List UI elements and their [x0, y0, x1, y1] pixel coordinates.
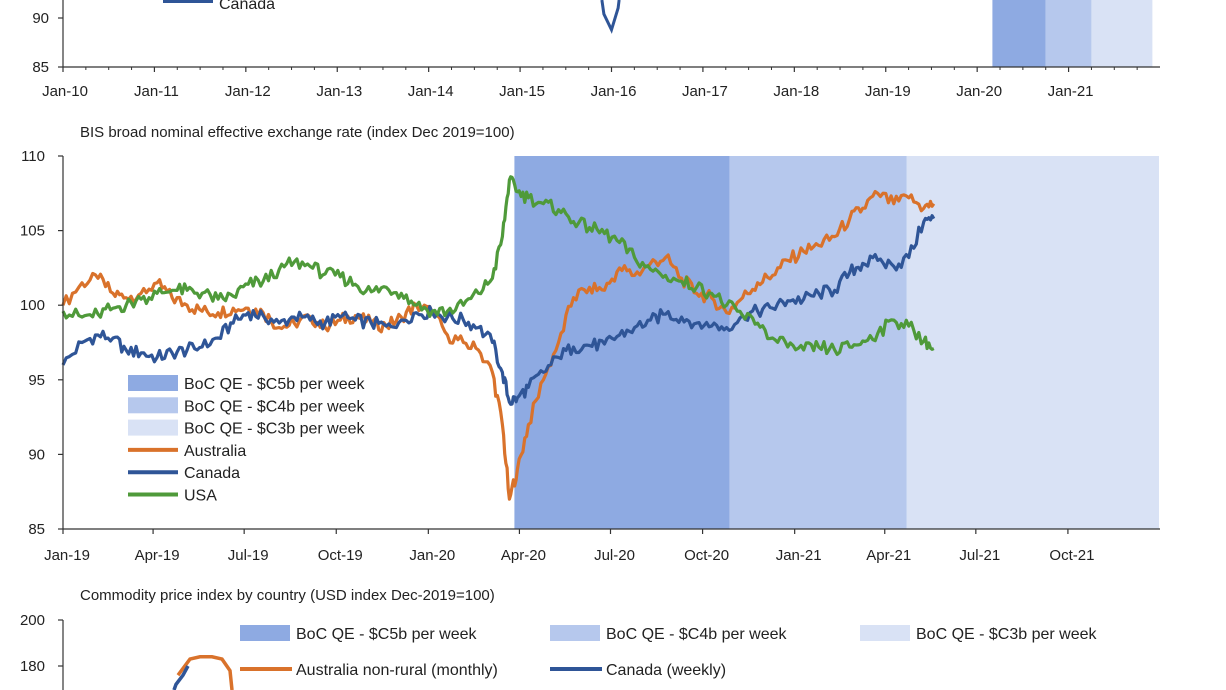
- bottom-legend-item-boc-qe-c3b-per-week: BoC QE - $C3b per week: [860, 625, 1098, 643]
- bottom-legend-item-canada-weekly: Canada (weekly): [550, 662, 726, 679]
- top-x-tick-label: Jan-18: [773, 83, 819, 100]
- top-x-tick-label: Jan-21: [1048, 83, 1094, 100]
- bottom-legend-item-boc-qe-c5b-per-week: BoC QE - $C5b per week: [240, 625, 478, 643]
- bottom-series-australia: [176, 655, 234, 690]
- top-x-tick-label: Jan-12: [225, 83, 271, 100]
- middle-qe-bands: [514, 156, 1159, 529]
- bottom-legend-swatch: [550, 625, 600, 641]
- middle-legend-swatch: [128, 419, 178, 436]
- bottom-legend-item-australia-non-rural-monthly: Australia non-rural (monthly): [240, 662, 498, 679]
- middle-y-tick-label: 105: [20, 223, 45, 240]
- bottom-legend-label: Canada (weekly): [606, 662, 726, 679]
- top-band-boc-qe-c4b-per-week: [1045, 0, 1092, 67]
- middle-legend-label: Canada: [184, 465, 240, 482]
- middle-x-tick-label: Oct-21: [1049, 547, 1094, 564]
- middle-legend-item-australia: Australia: [128, 443, 246, 460]
- middle-x-tick-label: Apr-20: [501, 547, 546, 564]
- middle-legend-item-boc-qe-c3b-per-week: BoC QE - $C3b per week: [128, 419, 366, 438]
- middle-series-usa: [61, 175, 935, 356]
- bottom-legend: BoC QE - $C5b per week BoC QE - $C4b per …: [240, 625, 1098, 679]
- top-y-tick-label: 85: [32, 59, 49, 76]
- top-x-tick-label: Jan-20: [956, 83, 1002, 100]
- top-band-boc-qe-c3b-per-week: [1091, 0, 1153, 67]
- middle-band-boc-qe-c3b-per-week: [906, 156, 1159, 529]
- middle-x-ticks: Jan-19 Apr-19 Jul-19 Oct-19 Jan-20 Apr-20 Jul-…: [44, 529, 1094, 564]
- top-band-boc-qe-c5b-per-week: [992, 0, 1046, 67]
- top-series-canada: [600, 0, 621, 34]
- bottom-legend-label: BoC QE - $C4b per week: [606, 626, 788, 643]
- middle-series-canada: [61, 214, 936, 406]
- middle-y-tick-label: 100: [20, 297, 45, 314]
- middle-chart: BIS broad nominal effective exchange rat…: [20, 124, 1160, 564]
- top-y-tick-label: 90: [32, 10, 49, 27]
- bottom-y-ticks: 180 200: [20, 612, 63, 675]
- middle-y-tick-label: 90: [28, 446, 45, 463]
- middle-x-tick-label: Jan-20: [409, 547, 455, 564]
- bottom-chart-title: Commodity price index by country (USD in…: [80, 587, 495, 604]
- top-legend-canada: Canada: [163, 0, 275, 13]
- middle-band-boc-qe-c5b-per-week: [514, 156, 730, 529]
- top-x-tick-label: Jan-19: [865, 83, 911, 100]
- top-x-tick-label: Jan-15: [499, 83, 545, 100]
- middle-y-tick-label: 95: [28, 372, 45, 389]
- bottom-series-canada: [172, 665, 190, 690]
- top-x-tick-label: Jan-11: [134, 83, 179, 100]
- middle-series: [61, 175, 936, 501]
- bottom-legend-label: BoC QE - $C3b per week: [916, 626, 1098, 643]
- middle-chart-title: BIS broad nominal effective exchange rat…: [80, 124, 515, 141]
- middle-legend-item-boc-qe-c4b-per-week: BoC QE - $C4b per week: [128, 397, 366, 415]
- bottom-y-tick-label: 180: [20, 658, 45, 675]
- middle-series-australia: [61, 189, 936, 501]
- bottom-legend-label: BoC QE - $C5b per week: [296, 626, 478, 643]
- middle-legend-label: Australia: [184, 443, 246, 460]
- middle-x-tick-label: Oct-20: [684, 547, 729, 564]
- top-x-tick-label: Jan-16: [591, 83, 637, 100]
- top-x-tick-label: Jan-14: [408, 83, 454, 100]
- middle-legend-swatch: [128, 397, 178, 414]
- top-qe-bands: [992, 0, 1153, 67]
- top-y-ticks: 85 90: [32, 10, 63, 76]
- top-x-ticks: Jan-10 Jan-11 Jan-12 Jan-13 Jan-14 Jan-15 Jan-…: [42, 67, 1138, 100]
- middle-legend: BoC QE - $C5b per week BoC QE - $C4b per …: [128, 375, 366, 505]
- middle-legend-label: USA: [184, 488, 217, 505]
- middle-x-tick-label: Apr-19: [135, 547, 180, 564]
- middle-x-tick-label: Jul-20: [594, 547, 635, 564]
- middle-x-tick-label: Jul-21: [959, 547, 1000, 564]
- middle-x-tick-label: Apr-21: [866, 547, 911, 564]
- top-x-tick-label: Jan-17: [682, 83, 728, 100]
- middle-x-tick-label: Jan-19: [44, 547, 90, 564]
- middle-x-tick-label: Oct-19: [318, 547, 363, 564]
- bottom-y-tick-label: 200: [20, 612, 45, 629]
- middle-x-tick-label: Jul-19: [228, 547, 269, 564]
- middle-x-tick-label: Jan-21: [776, 547, 822, 564]
- middle-legend-item-canada: Canada: [128, 465, 240, 482]
- top-x-tick-label: Jan-13: [316, 83, 362, 100]
- bottom-legend-item-boc-qe-c4b-per-week: BoC QE - $C4b per week: [550, 625, 788, 643]
- bottom-legend-swatch: [240, 625, 290, 641]
- top-legend-canada-label: Canada: [219, 0, 275, 13]
- middle-legend-swatch: [128, 375, 178, 391]
- bottom-legend-label: Australia non-rural (monthly): [296, 662, 498, 679]
- middle-legend-item-boc-qe-c5b-per-week: BoC QE - $C5b per week: [128, 375, 366, 393]
- middle-y-tick-label: 110: [21, 148, 45, 165]
- middle-legend-label: BoC QE - $C5b per week: [184, 376, 366, 393]
- middle-y-tick-label: 85: [28, 521, 45, 538]
- bottom-chart: Commodity price index by country (USD in…: [20, 587, 1098, 690]
- middle-legend-label: BoC QE - $C3b per week: [184, 421, 366, 438]
- top-x-tick-label: Jan-10: [42, 83, 88, 100]
- middle-legend-item-usa: USA: [128, 488, 217, 505]
- bottom-legend-swatch: [860, 625, 910, 641]
- middle-legend-label: BoC QE - $C4b per week: [184, 398, 366, 415]
- middle-y-ticks: 85 90 95 100 105 110: [20, 148, 63, 538]
